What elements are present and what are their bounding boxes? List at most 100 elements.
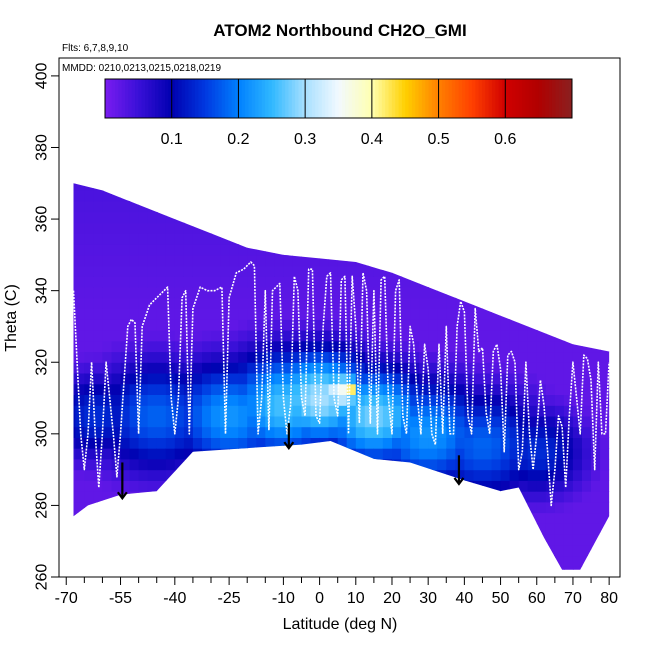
colorbar-segment — [385, 79, 390, 118]
heatmap-cell — [500, 373, 511, 385]
heatmap-cell — [382, 330, 393, 342]
heatmap-cell — [473, 373, 483, 385]
heatmap-cell — [265, 566, 275, 570]
heatmap-cell — [609, 534, 619, 545]
heatmap-cell — [129, 415, 140, 428]
heatmap-cell — [283, 566, 293, 570]
heatmap-cell — [301, 458, 312, 471]
heatmap-cell — [473, 566, 483, 570]
heatmap-cell — [211, 480, 221, 492]
heatmap-cell — [355, 340, 366, 353]
heatmap-cell — [238, 469, 248, 481]
heatmap-cell — [265, 491, 275, 503]
heatmap-cell — [111, 351, 122, 363]
heatmap-cell — [138, 233, 149, 245]
heatmap-cell — [256, 222, 266, 234]
heatmap-cell — [184, 169, 194, 180]
heatmap-cell — [554, 362, 565, 374]
heatmap-cell — [473, 265, 483, 277]
heatmap-cell — [229, 211, 239, 224]
heatmap-cell — [428, 415, 438, 428]
colorbar-segment — [465, 79, 470, 118]
heatmap-cell — [346, 437, 357, 449]
heatmap-cell — [292, 276, 302, 288]
heatmap-cell — [428, 394, 438, 406]
heatmap-cell — [147, 330, 158, 342]
heatmap-cell — [582, 330, 592, 342]
heatmap-cell — [138, 201, 149, 213]
heatmap-cell — [563, 437, 574, 449]
heatmap-cell — [401, 555, 411, 567]
heatmap-cell — [311, 169, 321, 180]
heatmap-cell — [220, 330, 230, 342]
heatmap-cell — [536, 415, 547, 428]
heatmap-cell — [554, 308, 565, 320]
colorbar-segment — [261, 79, 266, 118]
heatmap-cell — [202, 308, 212, 320]
heatmap-cell — [229, 351, 239, 363]
heatmap-cell — [147, 308, 158, 320]
heatmap-cell — [401, 308, 411, 320]
heatmap-cell — [120, 254, 131, 267]
heatmap-cell — [527, 233, 538, 245]
heatmap-cell — [382, 437, 393, 449]
heatmap-cell — [518, 383, 529, 395]
heatmap-cell — [84, 276, 94, 288]
heatmap-cell — [84, 319, 94, 331]
heatmap-cell — [582, 276, 592, 288]
heatmap-cell — [509, 501, 520, 514]
heatmap-cell — [247, 362, 257, 374]
heatmap-cell — [238, 190, 248, 202]
heatmap-cell — [265, 319, 275, 331]
heatmap-cell — [582, 426, 592, 438]
heatmap-cell — [572, 362, 583, 374]
heatmap-cell — [609, 470, 619, 481]
heatmap-cell — [220, 276, 230, 288]
heatmap-cell — [401, 566, 411, 570]
heatmap-cell — [464, 437, 474, 449]
heatmap-cell — [283, 501, 293, 514]
heatmap-cell — [536, 265, 547, 277]
heatmap-cell — [554, 566, 565, 570]
heatmap-cell — [346, 373, 357, 385]
heatmap-cell — [545, 190, 556, 202]
heatmap-cell — [328, 183, 339, 191]
heatmap-cell — [428, 330, 438, 342]
heatmap-cell — [301, 265, 312, 277]
heatmap-cell — [609, 437, 619, 448]
heatmap-cell — [174, 244, 185, 256]
heatmap-cell — [519, 169, 529, 180]
heatmap-cell — [73, 244, 76, 256]
heatmap-cell — [355, 276, 366, 288]
heatmap-cell — [473, 480, 483, 492]
colorbar-segment — [478, 79, 483, 118]
heatmap-cell — [572, 544, 583, 557]
heatmap-cell — [111, 254, 122, 267]
heatmap-cell — [265, 254, 275, 267]
heatmap-cell — [111, 362, 122, 374]
heatmap-cell — [238, 405, 248, 417]
heatmap-cell — [509, 394, 520, 406]
heatmap-cell — [337, 523, 348, 535]
heatmap-cell — [328, 244, 339, 256]
heatmap-cell — [202, 383, 212, 395]
heatmap-cell — [75, 340, 85, 353]
heatmap-cell — [120, 458, 131, 471]
heatmap-cell — [310, 340, 321, 353]
heatmap-cell — [156, 362, 167, 374]
heatmap-cell — [464, 523, 474, 535]
colorbar-segment — [355, 79, 360, 118]
heatmap-cell — [183, 534, 194, 546]
heatmap-cell — [220, 555, 230, 567]
heatmap-cell — [129, 201, 140, 213]
heatmap-cell — [156, 211, 167, 224]
heatmap-cell — [609, 373, 619, 384]
heatmap-cell — [192, 330, 203, 342]
heatmap-cell — [274, 458, 284, 471]
heatmap-cell — [500, 491, 511, 503]
heatmap-cell — [220, 211, 230, 224]
heatmap-cell — [500, 308, 511, 320]
heatmap-cell — [554, 330, 565, 342]
heatmap-cell — [527, 405, 538, 417]
heatmap-cell — [165, 211, 176, 224]
